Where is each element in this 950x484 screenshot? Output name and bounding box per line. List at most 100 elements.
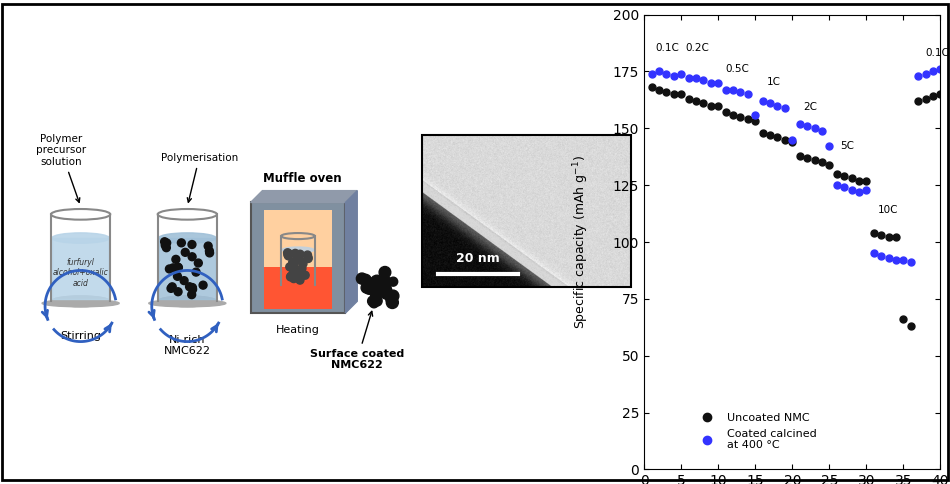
Uncoated NMC (876, 232, 887, 238)
Ellipse shape (51, 296, 110, 306)
Text: 2C: 2C (804, 102, 817, 112)
Text: 0.1C: 0.1C (656, 43, 679, 53)
Circle shape (293, 254, 301, 262)
Uncoated NMC (905, 323, 917, 329)
Coated calcined
at 400 °C (883, 255, 894, 261)
Circle shape (370, 299, 378, 308)
Uncoated NMC (742, 116, 753, 122)
Circle shape (284, 251, 292, 258)
Text: 10C: 10C (878, 205, 898, 215)
Uncoated NMC (697, 100, 709, 106)
Circle shape (377, 286, 389, 297)
Uncoated NMC (898, 317, 909, 322)
Circle shape (161, 238, 168, 246)
Coated calcined
at 400 °C (905, 259, 917, 265)
Circle shape (185, 283, 194, 291)
Uncoated NMC (750, 119, 761, 124)
Uncoated NMC (720, 109, 732, 115)
FancyBboxPatch shape (264, 211, 332, 309)
Circle shape (295, 272, 303, 280)
Circle shape (293, 269, 300, 277)
Uncoated NMC (765, 132, 776, 138)
Polygon shape (51, 214, 110, 301)
Text: Muffle oven: Muffle oven (262, 172, 341, 185)
Circle shape (287, 272, 295, 280)
Circle shape (205, 249, 214, 257)
Uncoated NMC (691, 98, 702, 104)
Uncoated NMC (861, 178, 872, 183)
Coated calcined
at 400 °C (668, 73, 679, 79)
Text: Polymer
precursor
solution: Polymer precursor solution (36, 134, 86, 202)
Circle shape (301, 271, 309, 279)
Ellipse shape (281, 283, 314, 288)
Circle shape (292, 249, 299, 257)
Circle shape (296, 257, 304, 264)
Uncoated NMC (668, 91, 679, 97)
Circle shape (168, 283, 176, 291)
Ellipse shape (281, 283, 314, 288)
Ellipse shape (158, 296, 217, 306)
Text: Polymerisation: Polymerisation (161, 153, 238, 202)
Circle shape (368, 296, 378, 306)
Circle shape (195, 259, 202, 267)
Uncoated NMC (757, 130, 769, 136)
Circle shape (304, 254, 312, 261)
Coated calcined
at 400 °C (691, 76, 702, 81)
Uncoated NMC (712, 103, 724, 108)
Circle shape (380, 276, 391, 288)
FancyBboxPatch shape (264, 267, 332, 309)
Circle shape (180, 277, 188, 285)
Text: 0.1C: 0.1C (925, 48, 950, 58)
Uncoated NMC (913, 98, 924, 104)
Coated calcined
at 400 °C (861, 187, 872, 193)
Coated calcined
at 400 °C (816, 128, 827, 134)
Text: 0.2C: 0.2C (685, 43, 709, 53)
Circle shape (388, 290, 399, 302)
Circle shape (360, 274, 371, 286)
Coated calcined
at 400 °C (927, 69, 939, 75)
Coated calcined
at 400 °C (920, 71, 931, 76)
Circle shape (174, 272, 181, 280)
Line: Uncoated NMC: Uncoated NMC (648, 84, 944, 330)
Text: furfuryl
alcohol+oxalic
acid: furfuryl alcohol+oxalic acid (52, 258, 108, 287)
Circle shape (381, 287, 392, 299)
Circle shape (288, 262, 295, 270)
Circle shape (284, 252, 293, 260)
Circle shape (364, 284, 374, 294)
Ellipse shape (52, 233, 109, 243)
FancyBboxPatch shape (251, 202, 346, 313)
Uncoated NMC (808, 157, 820, 163)
Polygon shape (346, 191, 357, 313)
Uncoated NMC (705, 103, 716, 108)
Coated calcined
at 400 °C (794, 121, 806, 127)
Text: 20 nm: 20 nm (456, 252, 500, 265)
Coated calcined
at 400 °C (846, 187, 857, 193)
Circle shape (365, 280, 375, 289)
Circle shape (200, 281, 207, 289)
Coated calcined
at 400 °C (802, 123, 813, 129)
Ellipse shape (51, 296, 110, 306)
Line: Coated calcined
at 400 °C: Coated calcined at 400 °C (648, 66, 944, 266)
Uncoated NMC (883, 235, 894, 241)
Text: 1C: 1C (767, 77, 780, 87)
Uncoated NMC (824, 162, 835, 167)
Ellipse shape (276, 286, 320, 289)
Ellipse shape (42, 300, 119, 307)
Polygon shape (158, 214, 217, 301)
Circle shape (389, 277, 398, 286)
Coated calcined
at 400 °C (787, 136, 798, 142)
Circle shape (175, 264, 182, 272)
Circle shape (290, 274, 297, 283)
Coated calcined
at 400 °C (771, 103, 783, 108)
Circle shape (370, 275, 384, 288)
Coated calcined
at 400 °C (890, 257, 902, 263)
Uncoated NMC (927, 93, 939, 99)
Uncoated NMC (846, 175, 857, 181)
Coated calcined
at 400 °C (750, 112, 761, 118)
Circle shape (378, 283, 391, 297)
Coated calcined
at 400 °C (720, 87, 732, 92)
Coated calcined
at 400 °C (853, 189, 864, 195)
Uncoated NMC (728, 112, 739, 118)
Text: Surface coated
NMC622: Surface coated NMC622 (310, 311, 405, 370)
Circle shape (165, 265, 173, 273)
